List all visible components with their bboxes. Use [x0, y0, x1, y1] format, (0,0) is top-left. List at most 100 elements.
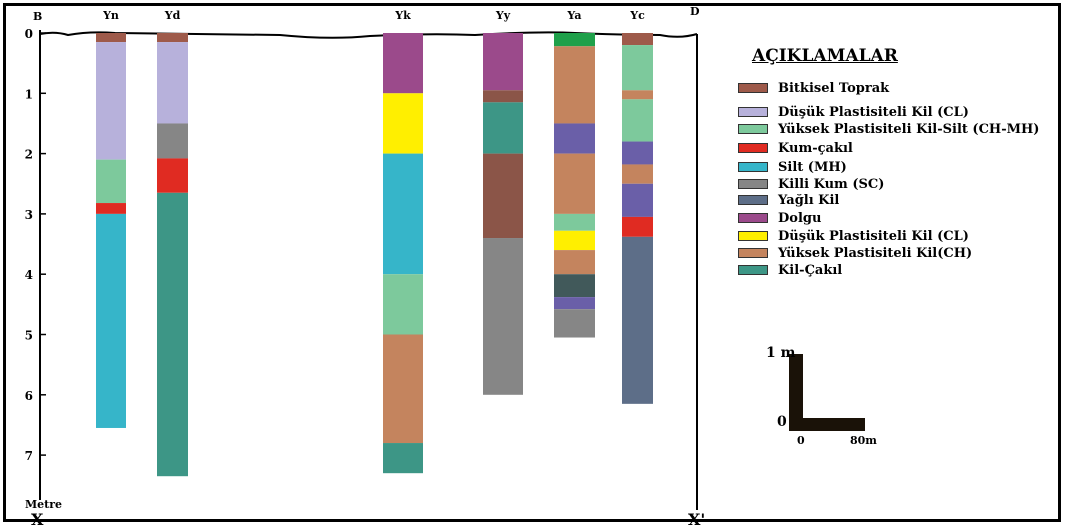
- borehole-layer: [483, 153, 523, 239]
- borehole-name-label: Yn: [102, 9, 119, 22]
- borehole-name-label: Ya: [566, 9, 581, 22]
- legend-swatch: [738, 162, 768, 172]
- depth-tick-label: 3: [25, 208, 33, 222]
- depth-tick-label: 1: [25, 87, 33, 101]
- depth-tick-label: 6: [25, 389, 33, 403]
- legend-title: AÇIKLAMALAR: [752, 46, 898, 66]
- borehole-layer: [554, 230, 595, 251]
- legend-swatch: [738, 143, 768, 153]
- borehole-layer: [483, 238, 523, 395]
- corner-label-b: B: [33, 10, 42, 23]
- legend-item-cl_lilac: Düşük Plastisiteli Kil (CL): [738, 104, 969, 120]
- borehole-layer: [622, 90, 653, 100]
- legend-label: Düşük Plastisiteli Kil (CL): [778, 104, 969, 120]
- borehole-yk: [383, 33, 423, 474]
- borehole-layer: [622, 216, 653, 237]
- borehole-layer: [383, 153, 423, 275]
- scale-vertical-label: 1 m: [766, 345, 796, 361]
- depth-tick-label: 2: [25, 148, 33, 162]
- borehole-columns: [96, 33, 653, 477]
- borehole-layer: [96, 42, 126, 160]
- borehole-layer: [383, 274, 423, 335]
- legend-item-chmh: Yüksek Plastisiteli Kil-Silt (CH-MH): [738, 121, 1039, 137]
- section-end-label-left: X: [31, 510, 44, 529]
- borehole-ya: [554, 33, 595, 338]
- borehole-layer: [554, 297, 595, 310]
- corner-label-d: D: [690, 5, 700, 18]
- borehole-layer: [622, 99, 653, 142]
- borehole-layer: [157, 42, 188, 124]
- legend-swatch: [738, 265, 768, 275]
- borehole-layer: [554, 250, 595, 275]
- borehole-name-label: Yd: [164, 9, 181, 22]
- legend-label: Dolgu: [778, 210, 822, 226]
- borehole-layer: [383, 443, 423, 474]
- borehole-layer: [554, 123, 595, 154]
- legend-item-yagli: Yağlı Kil: [738, 192, 839, 208]
- legend-item-sc: Killi Kum (SC): [738, 176, 884, 192]
- borehole-layer: [554, 213, 595, 231]
- legend-swatch: [738, 213, 768, 223]
- legend-label: Silt (MH): [778, 159, 847, 175]
- legend-item-kilcakil: Kil-Çakıl: [738, 262, 842, 278]
- scale-h-start-label: 0: [797, 434, 805, 447]
- legend-item-ch: Yüksek Plastisiteli Kil(CH): [738, 245, 972, 261]
- borehole-layer: [554, 274, 595, 298]
- legend-item-cl_yellow: Düşük Plastisiteli Kil (CL): [738, 228, 969, 244]
- borehole-layer: [96, 213, 126, 428]
- legend-label: Kil-Çakıl: [778, 262, 843, 278]
- legend-swatch: [738, 124, 768, 134]
- borehole-layer: [157, 33, 188, 43]
- scale-bar-horizontal: [789, 418, 865, 431]
- borehole-layer: [622, 164, 653, 184]
- borehole-layer: [554, 153, 595, 214]
- borehole-layer: [157, 158, 188, 193]
- legend-item-dolgu: Dolgu: [738, 210, 821, 226]
- legend-swatch: [738, 248, 768, 258]
- borehole-layer: [383, 33, 423, 94]
- legend-label: Yüksek Plastisiteli Kil-Silt (CH-MH): [778, 121, 1040, 137]
- section-end-label-right: X': [688, 510, 705, 529]
- borehole-yc: [622, 33, 653, 404]
- borehole-layer: [383, 93, 423, 154]
- legend-label: Bitkisel Toprak: [778, 80, 890, 96]
- depth-axis: 0 1 2 3 4 5 6 7: [25, 27, 698, 510]
- borehole-layer: [483, 90, 523, 103]
- legend-swatch: [738, 195, 768, 205]
- legend-label: Yüksek Plastisiteli Kil(CH): [778, 245, 973, 261]
- legend-swatch: [738, 107, 768, 117]
- depth-tick-label: 5: [25, 329, 33, 343]
- scale-h-end-label: 80m: [850, 434, 877, 447]
- legend-item-silt: Silt (MH): [738, 159, 847, 175]
- borehole-layer: [96, 159, 126, 204]
- legend-label: Yağlı Kil: [778, 192, 840, 208]
- borehole-layer: [383, 334, 423, 444]
- borehole-layer: [96, 33, 126, 43]
- legend-item-kumcakil: Kum-çakıl: [738, 140, 853, 156]
- borehole-layer: [554, 309, 595, 338]
- legend-item-bitkisel: Bitkisel Toprak: [738, 80, 889, 96]
- axis-unit-label: Metre: [25, 498, 62, 511]
- depth-tick-label: 0: [25, 27, 33, 41]
- borehole-name-label: Yc: [629, 9, 645, 22]
- ground-surface: [39, 31, 698, 39]
- borehole-yy: [483, 33, 523, 395]
- legend-label: Killi Kum (SC): [778, 176, 885, 192]
- borehole-layer: [622, 141, 653, 165]
- borehole-layer: [622, 236, 653, 404]
- legend-swatch: [738, 231, 768, 241]
- borehole-layer: [622, 45, 653, 91]
- borehole-layer: [622, 183, 653, 217]
- legend-label: Kum-çakıl: [778, 140, 853, 156]
- borehole-yd: [157, 33, 188, 477]
- scale-bar-vertical: [789, 354, 803, 431]
- legend-swatch: [738, 83, 768, 93]
- borehole-layer: [554, 33, 595, 47]
- ground-surface-line: [39, 31, 698, 39]
- borehole-name-label: Yk: [394, 9, 411, 22]
- borehole-yn: [96, 33, 126, 428]
- borehole-layer: [157, 192, 188, 477]
- borehole-layer: [554, 46, 595, 124]
